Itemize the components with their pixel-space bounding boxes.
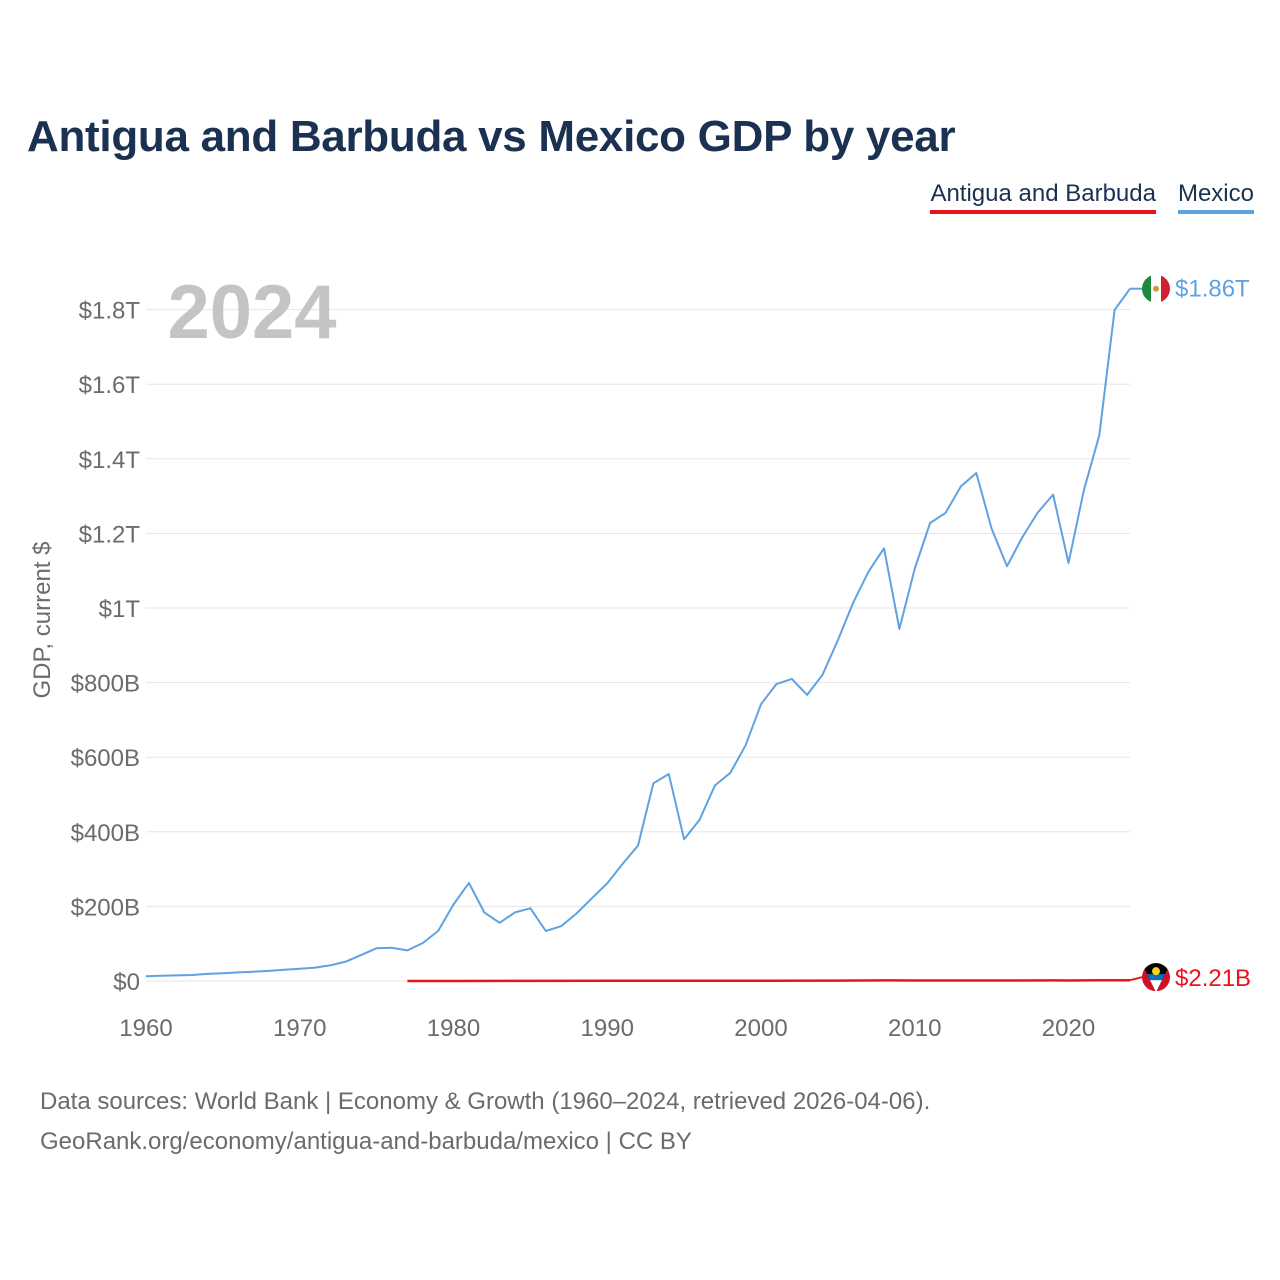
x-tick-label: 2020 bbox=[1042, 1015, 1095, 1042]
mexico-end-value-label: $1.86T bbox=[1175, 276, 1250, 303]
y-tick-label: $400B bbox=[71, 820, 140, 847]
x-tick-label: 1970 bbox=[273, 1015, 326, 1042]
y-tick-label: $800B bbox=[71, 671, 140, 698]
antigua-end-value-label: $2.21B bbox=[1175, 965, 1251, 992]
x-axis-ticks: 1960 1970 1980 1990 2000 2010 2020 bbox=[119, 1015, 1095, 1042]
x-tick-label: 1980 bbox=[427, 1015, 480, 1042]
y-tick-label: $1.2T bbox=[79, 521, 141, 548]
page-title: Antigua and Barbuda vs Mexico GDP by yea… bbox=[27, 112, 956, 161]
y-tick-label: $0 bbox=[113, 969, 140, 996]
x-tick-label: 2000 bbox=[734, 1015, 787, 1042]
y-axis-label: GDP, current $ bbox=[29, 542, 56, 699]
x-tick-label: 2010 bbox=[888, 1015, 941, 1042]
footer: Data sources: World Bank | Economy & Gro… bbox=[40, 1082, 930, 1162]
legend-item-antigua-and-barbuda[interactable]: Antigua and Barbuda bbox=[930, 180, 1156, 214]
data-sources-text: Data sources: World Bank | Economy & Gro… bbox=[40, 1088, 931, 1115]
series-lines bbox=[145, 288, 1131, 983]
legend-item-mexico[interactable]: Mexico bbox=[1177, 180, 1254, 214]
antigua-and-barbuda-series-line bbox=[407, 978, 1131, 983]
x-tick-label: 1990 bbox=[581, 1015, 634, 1042]
antigua-and-barbuda-flag-icon bbox=[1142, 963, 1170, 992]
mexico-series-line bbox=[145, 288, 1131, 978]
legend: Antigua and Barbuda Mexico bbox=[930, 180, 1254, 214]
mexico-flag-icon bbox=[1142, 274, 1170, 303]
x-tick-label: 1960 bbox=[119, 1015, 172, 1042]
year-watermark: 2024 bbox=[167, 270, 336, 355]
y-axis-ticks: $0 $200B $400B $600B $800B $1T $1.2T $1.4T $1.6T… bbox=[71, 298, 141, 996]
y-tick-label: $200B bbox=[71, 894, 140, 921]
y-tick-label: $600B bbox=[71, 745, 140, 772]
grid-lines bbox=[146, 309, 1130, 982]
antigua-end-connector bbox=[1129, 976, 1143, 982]
y-tick-label: $1T bbox=[99, 596, 141, 623]
source-url-text[interactable]: GeoRank.org/economy/antigua-and-barbuda/… bbox=[40, 1128, 692, 1155]
y-tick-label: $1.6T bbox=[79, 372, 141, 399]
y-tick-label: $1.4T bbox=[79, 447, 141, 474]
y-tick-label: $1.8T bbox=[79, 298, 141, 325]
